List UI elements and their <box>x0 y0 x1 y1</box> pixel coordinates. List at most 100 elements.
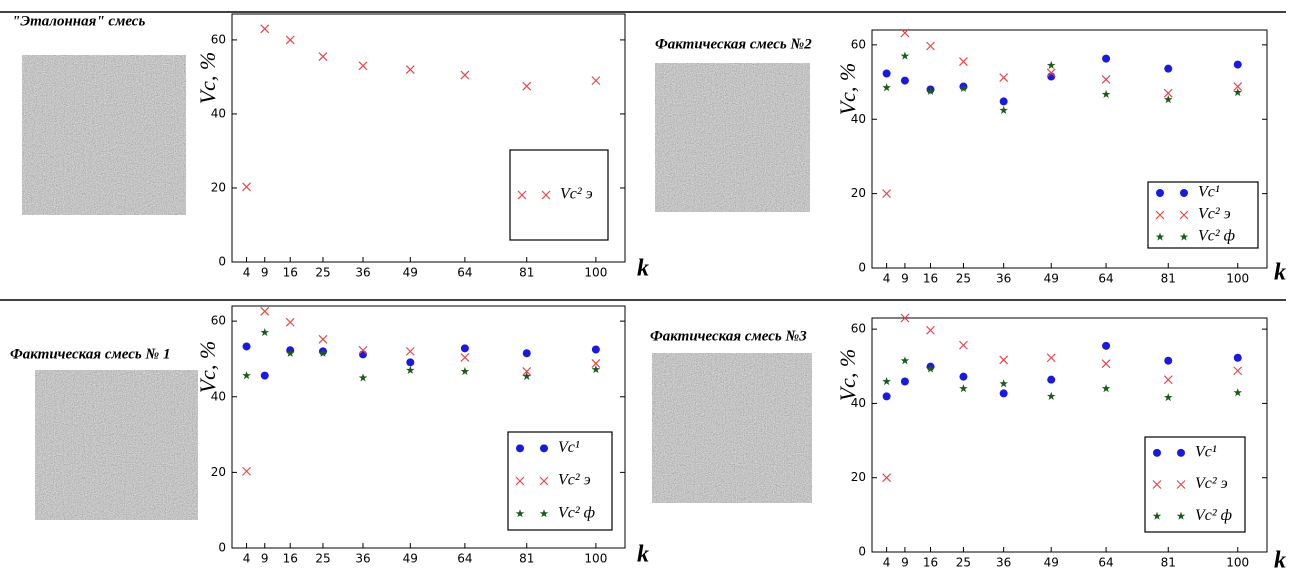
point <box>260 24 270 34</box>
x-tick-label: 25 <box>315 266 330 280</box>
x-tick-label: 4 <box>243 552 251 566</box>
x-tick-label: 64 <box>1098 556 1113 570</box>
legend-label: Vc² ф <box>1198 228 1235 245</box>
panel-title: Фактическая смесь №2 <box>655 36 812 52</box>
x-tick-label: 25 <box>956 556 971 570</box>
texture-image <box>652 353 812 503</box>
legend-marker <box>1156 189 1188 197</box>
legend-marker <box>517 190 527 200</box>
point <box>285 317 295 327</box>
legend-marker <box>1176 480 1186 489</box>
point <box>926 325 935 335</box>
legend-marker <box>1155 232 1165 241</box>
y-axis-label: Vc, % <box>835 349 860 402</box>
x-tick-label: 9 <box>261 266 269 280</box>
y-tick-label: 20 <box>211 465 226 479</box>
legend-marker <box>1179 210 1189 220</box>
x-tick-label: 16 <box>923 556 938 570</box>
point <box>285 35 295 45</box>
point <box>999 355 1009 365</box>
legend-marker <box>515 476 549 486</box>
point <box>318 52 328 61</box>
point <box>358 345 368 355</box>
legend-marker <box>517 190 551 200</box>
legend-marker <box>540 444 548 453</box>
x-axis-label: k <box>637 542 649 568</box>
point <box>1102 341 1111 350</box>
point <box>460 366 470 376</box>
y-axis-label: Vc, % <box>195 52 220 105</box>
point <box>260 327 270 337</box>
x-tick-label: 64 <box>457 552 472 566</box>
x-tick-label: 49 <box>1044 556 1059 570</box>
point <box>1164 64 1173 73</box>
y-tick-label: 60 <box>851 322 866 336</box>
x-tick-label: 81 <box>1161 272 1176 286</box>
point <box>999 105 1008 114</box>
x-tick-label: 36 <box>355 266 370 280</box>
x-tick-label: 64 <box>457 266 472 280</box>
point <box>1046 391 1056 401</box>
point <box>959 384 968 393</box>
legend-marker <box>1180 189 1188 197</box>
point <box>318 348 328 357</box>
x-axis-label: k <box>1274 260 1286 286</box>
legend-marker <box>1155 210 1165 220</box>
point <box>460 344 469 353</box>
legend-label: Vc² э <box>1198 206 1231 223</box>
point <box>1101 75 1111 84</box>
point <box>900 313 910 323</box>
point <box>1233 353 1242 362</box>
point <box>405 346 415 356</box>
legend-label: Vc¹ <box>1195 444 1217 461</box>
x-axis-label: k <box>637 256 649 282</box>
point <box>1046 60 1056 69</box>
legend-marker <box>516 444 524 453</box>
y-tick-label: 40 <box>211 106 226 120</box>
x-tick-label: 49 <box>1044 272 1059 286</box>
point <box>999 97 1008 106</box>
texture-image <box>655 63 810 212</box>
panel-title: "Эталонная" смесь <box>12 13 145 29</box>
y-axis-label: Vc, % <box>195 341 220 394</box>
point <box>1101 384 1111 393</box>
legend-marker <box>515 509 549 518</box>
point <box>882 473 892 483</box>
x-tick-label: 100 <box>584 266 607 280</box>
y-tick-label: 60 <box>851 37 866 51</box>
x-tick-label: 81 <box>519 266 534 280</box>
point <box>1046 68 1056 78</box>
point <box>522 366 532 376</box>
legend-marker <box>515 509 525 518</box>
x-tick-label: 100 <box>1226 272 1249 286</box>
plot-frame <box>231 305 626 549</box>
plot-frame <box>871 29 1268 269</box>
legend-box <box>507 431 613 531</box>
point <box>1163 95 1173 104</box>
point <box>260 371 269 380</box>
y-tick-label: 20 <box>211 180 226 194</box>
point <box>900 28 910 38</box>
x-tick-label: 25 <box>956 272 971 286</box>
point <box>522 349 531 358</box>
point <box>882 69 891 78</box>
x-tick-label: 4 <box>883 556 891 570</box>
x-tick-label: 100 <box>584 552 607 566</box>
point <box>522 371 532 380</box>
point <box>285 348 295 357</box>
point <box>959 340 968 350</box>
panel-title: Фактическая смесь №3 <box>650 328 807 344</box>
legend-label: Vc² ф <box>558 504 595 521</box>
legend-marker <box>1152 480 1162 489</box>
point <box>999 73 1009 83</box>
point <box>591 76 601 86</box>
x-tick-label: 100 <box>1226 556 1249 570</box>
point <box>900 76 909 85</box>
point <box>882 392 891 401</box>
point <box>406 365 415 374</box>
point <box>882 377 891 386</box>
point <box>318 334 328 344</box>
legend-marker <box>1152 511 1186 520</box>
point <box>406 358 415 367</box>
y-tick-label: 0 <box>858 545 866 559</box>
